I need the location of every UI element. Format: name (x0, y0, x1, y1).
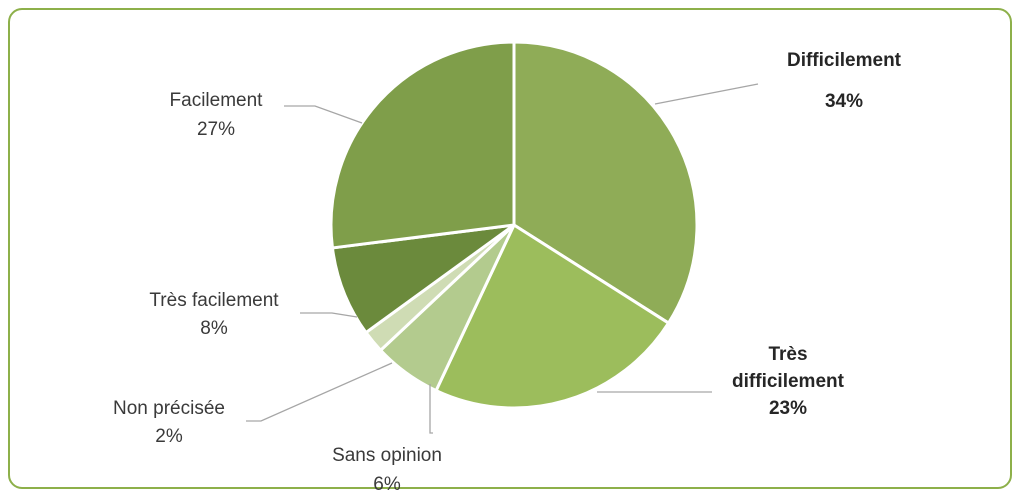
data-label: Très difficilement 23% (732, 344, 845, 419)
leader-line (654, 83, 759, 105)
leader-line (300, 312, 358, 318)
data-label: Difficilement 34% (787, 50, 902, 112)
data-label: Non précisée 2% (113, 398, 225, 447)
pie-slice-tr-s-facilement (330, 223, 516, 335)
leader-line (284, 105, 363, 124)
data-label: Très facilement 8% (149, 290, 279, 339)
data-label: Facilement 27% (170, 90, 264, 140)
pie-slice-tr-s-difficilement (434, 223, 671, 410)
leader-line (429, 384, 433, 434)
data-label: Sans opinion 6% (332, 445, 442, 495)
pie-slice-facilement (329, 40, 516, 250)
leader-line (246, 362, 393, 422)
